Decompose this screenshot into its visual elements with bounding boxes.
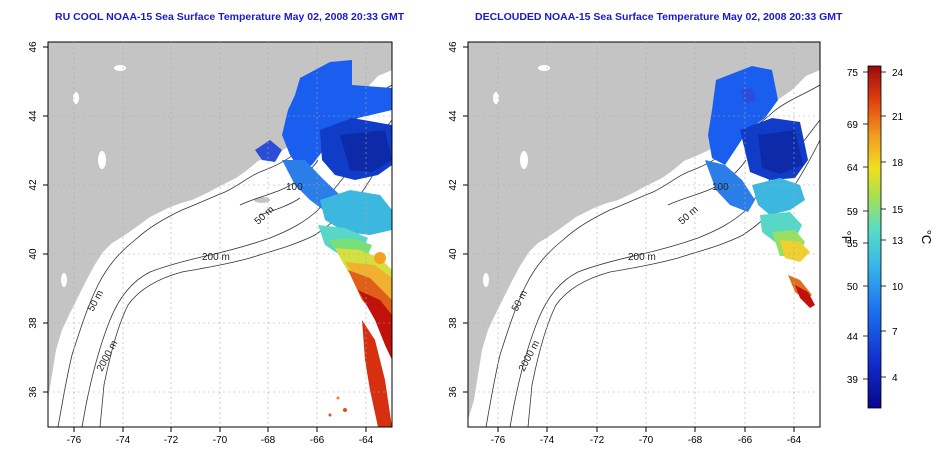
lat-tick: 38 <box>28 317 39 329</box>
contour-label: 2000 m <box>95 339 120 374</box>
lat-tick: 36 <box>28 386 39 398</box>
lon-tick: -74 <box>540 435 555 446</box>
colorbar-c-tick: 7 <box>892 327 898 338</box>
colorbar-f-tick: 59 <box>847 207 859 218</box>
lon-tick: -70 <box>213 435 228 446</box>
contour-label: 50 m <box>253 204 277 227</box>
graticule-left <box>48 42 392 427</box>
lat-tick: 36 <box>448 386 459 398</box>
colorbar <box>867 65 882 409</box>
contour-label: 2000 m <box>517 339 542 374</box>
contour-label: 100 <box>286 182 303 193</box>
lon-tick: -66 <box>310 435 325 446</box>
colorbar-c-tick: 13 <box>892 236 904 247</box>
colorbar-f-tick: 64 <box>847 163 859 174</box>
land-mass <box>48 42 392 400</box>
lon-tick: -72 <box>164 435 179 446</box>
colorbar-c-tick: 24 <box>892 68 904 79</box>
colorbar-c-tick: 21 <box>892 112 904 123</box>
lat-tick: 40 <box>28 248 39 260</box>
colorbar-c-tick: 18 <box>892 158 904 169</box>
map-title-right: DECLOUDED NOAA-15 Sea Surface Temperatur… <box>475 11 843 23</box>
colorbar-c-label: °C <box>919 230 934 245</box>
lat-tick: 46 <box>28 41 39 53</box>
colorbar-c-tick: 10 <box>892 282 904 293</box>
colorbar-f-tick: 75 <box>847 68 859 79</box>
lat-tick: 44 <box>28 110 39 122</box>
lon-tick: -64 <box>787 435 802 446</box>
contour-label: 50 m <box>677 204 701 227</box>
map-title-left: RU COOL NOAA-15 Sea Surface Temperature … <box>55 11 405 23</box>
lon-tick: -70 <box>639 435 654 446</box>
colorbar-f-tick: 69 <box>847 120 859 131</box>
lat-tick: 44 <box>448 110 459 122</box>
contour-label: 50 m <box>510 289 530 314</box>
lon-tick: -64 <box>359 435 374 446</box>
colorbar-f-label: °F <box>839 230 854 243</box>
colorbar-c-tick: 4 <box>892 373 898 384</box>
lat-tick: 46 <box>448 41 459 53</box>
lon-tick: -68 <box>688 435 703 446</box>
colorbar-f-tick: 39 <box>847 375 859 386</box>
lat-tick: 42 <box>448 179 459 191</box>
contour-label: 100 <box>712 182 729 193</box>
colorbar-f-tick: 44 <box>847 332 859 343</box>
sst-swath-left <box>255 60 392 427</box>
lon-tick: -74 <box>116 435 131 446</box>
lon-tick: -66 <box>738 435 753 446</box>
lon-tick: -68 <box>261 435 276 446</box>
colorbar-c-tick: 15 <box>892 205 904 216</box>
lat-tick: 40 <box>448 248 459 260</box>
lon-tick: -72 <box>590 435 605 446</box>
lon-tick: -76 <box>491 435 506 446</box>
colorbar-f-tick: 55 <box>847 239 859 250</box>
contour-label: 200 m <box>202 252 230 263</box>
contour-label: 50 m <box>86 289 106 314</box>
lat-tick: 42 <box>28 179 39 191</box>
contour-label: 200 m <box>628 252 656 263</box>
lon-tick: -76 <box>67 435 82 446</box>
colorbar-f-tick: 50 <box>847 282 859 293</box>
lat-tick: 38 <box>448 317 459 329</box>
